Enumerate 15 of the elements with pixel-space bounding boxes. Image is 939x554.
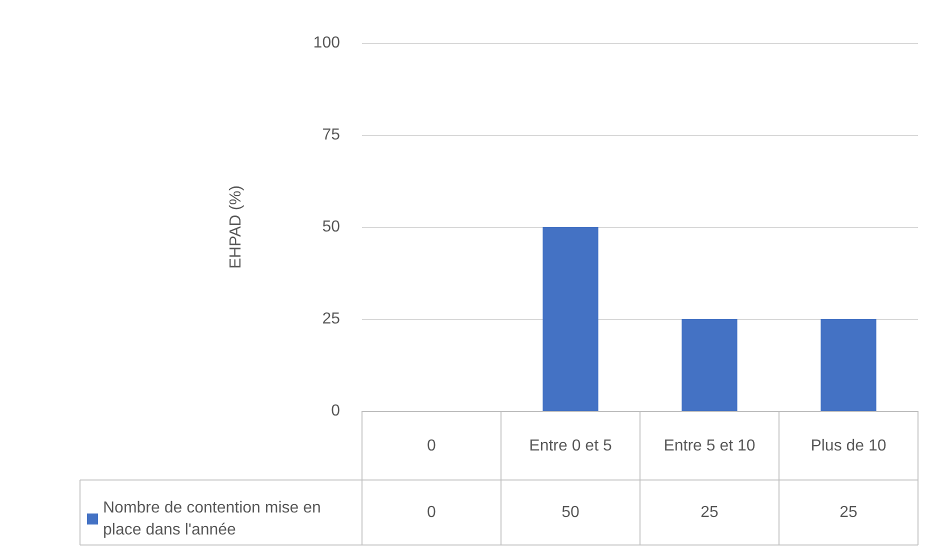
- data-label: 25: [700, 504, 718, 521]
- y-tick-label: 50: [322, 218, 340, 236]
- y-tick-label: 100: [313, 34, 340, 52]
- y-tick-label: 25: [322, 310, 340, 328]
- x-tick-label: 0: [427, 438, 436, 454]
- y-tick-label: 0: [331, 402, 340, 420]
- x-tick-label: Plus de 10: [810, 438, 886, 454]
- data-label: 25: [840, 504, 858, 521]
- data-label: 0: [427, 504, 436, 521]
- data-label: 50: [562, 504, 580, 521]
- y-axis-title: EHPAD (%): [228, 185, 244, 269]
- x-tick-label: Entre 0 et 5: [529, 438, 612, 454]
- y-tick-label: 75: [322, 126, 340, 144]
- legend-label: Nombre de contention mise en place dans l'année: [103, 500, 326, 538]
- x-tick-label: Entre 5 et 10: [664, 438, 756, 454]
